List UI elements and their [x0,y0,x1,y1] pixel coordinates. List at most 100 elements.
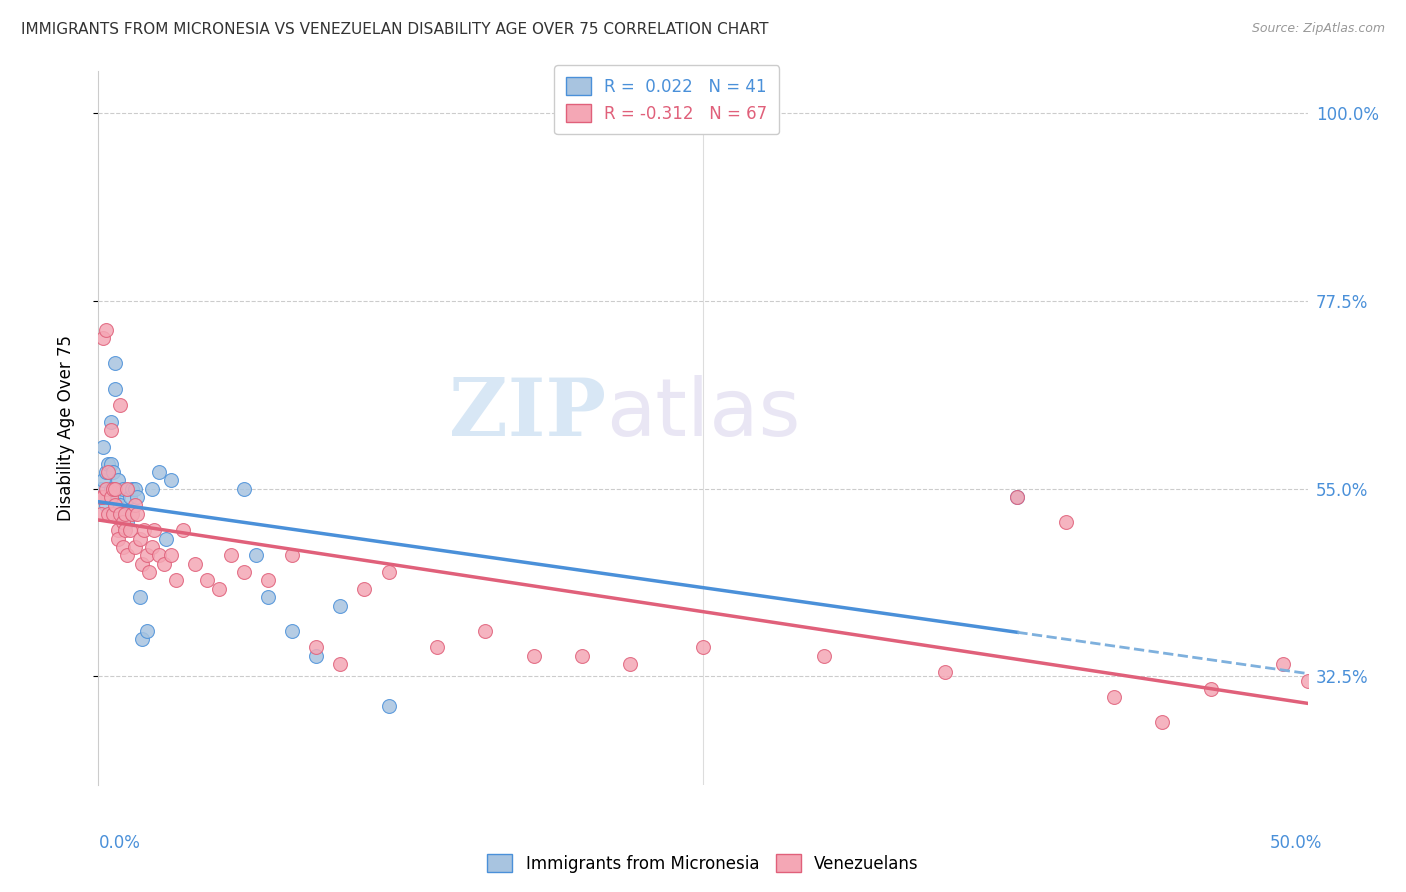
Point [128,532,150,546]
Point [131,632,153,646]
Text: 50.0%: 50.0% [1270,834,1322,852]
Point [329,657,352,671]
Point [221,549,243,563]
Point [1007,490,1029,504]
Point [118,490,141,504]
Point [160,549,183,563]
Text: ZIP: ZIP [450,375,606,453]
Point [377,698,399,713]
Point [124,499,146,513]
Text: atlas: atlas [606,375,800,453]
Point [111,507,134,521]
Point [619,657,641,671]
Point [94,323,117,337]
Point [91,331,114,345]
Point [90,490,112,504]
Point [426,640,449,655]
Point [100,423,122,437]
Point [90,482,112,496]
Point [108,398,131,412]
Point [117,482,139,496]
Point [138,565,160,579]
Text: 0.0%: 0.0% [98,834,141,852]
Point [148,549,170,563]
Point [184,557,207,571]
Point [813,648,835,663]
Point [245,549,267,563]
Point [97,507,120,521]
Legend: Immigrants from Micronesia, Venezuelans: Immigrants from Micronesia, Venezuelans [481,847,925,880]
Legend: R =  0.022   N = 41, R = -0.312   N = 67: R = 0.022 N = 41, R = -0.312 N = 67 [554,65,779,135]
Point [114,524,136,538]
Point [90,490,112,504]
Point [94,499,117,513]
Point [377,565,399,579]
Point [107,490,129,504]
Point [160,473,183,487]
Point [208,582,231,596]
Point [134,524,156,538]
Point [101,507,124,521]
Point [141,482,163,496]
Point [127,507,149,521]
Point [232,565,254,579]
Point [256,590,278,604]
Point [128,590,150,604]
Point [232,482,254,496]
Point [152,557,174,571]
Point [143,524,166,538]
Point [104,356,127,370]
Point [107,532,129,546]
Point [100,457,122,471]
Point [124,540,146,554]
Point [97,457,120,471]
Point [91,473,114,487]
Point [111,515,134,529]
Point [121,482,143,496]
Point [117,515,139,529]
Y-axis label: Disability Age Over 75: Disability Age Over 75 [56,335,75,521]
Text: IMMIGRANTS FROM MICRONESIA VS VENEZUELAN DISABILITY AGE OVER 75 CORRELATION CHAR: IMMIGRANTS FROM MICRONESIA VS VENEZUELAN… [21,22,769,37]
Point [91,490,114,504]
Point [104,382,127,396]
Point [94,482,117,496]
Point [101,482,124,496]
Point [1272,657,1295,671]
Point [305,640,328,655]
Point [281,624,304,638]
Point [692,640,714,655]
Point [165,574,187,588]
Point [114,507,136,521]
Point [131,557,153,571]
Point [155,532,177,546]
Point [523,648,546,663]
Point [195,574,218,588]
Point [353,582,375,596]
Point [114,507,136,521]
Point [111,540,134,554]
Point [329,599,352,613]
Point [111,482,134,496]
Point [305,648,328,663]
Point [101,465,124,479]
Point [135,549,157,563]
Point [571,648,593,663]
Point [1007,490,1029,504]
Point [104,482,127,496]
Point [108,507,131,521]
Point [100,490,122,504]
Point [91,440,114,454]
Point [127,490,149,504]
Point [121,507,143,521]
Point [100,482,122,496]
Point [107,473,129,487]
Point [117,549,139,563]
Point [1054,515,1077,529]
Point [108,499,131,513]
Point [118,524,141,538]
Point [1152,715,1174,730]
Point [172,524,194,538]
Point [256,574,278,588]
Point [104,499,127,513]
Point [135,624,157,638]
